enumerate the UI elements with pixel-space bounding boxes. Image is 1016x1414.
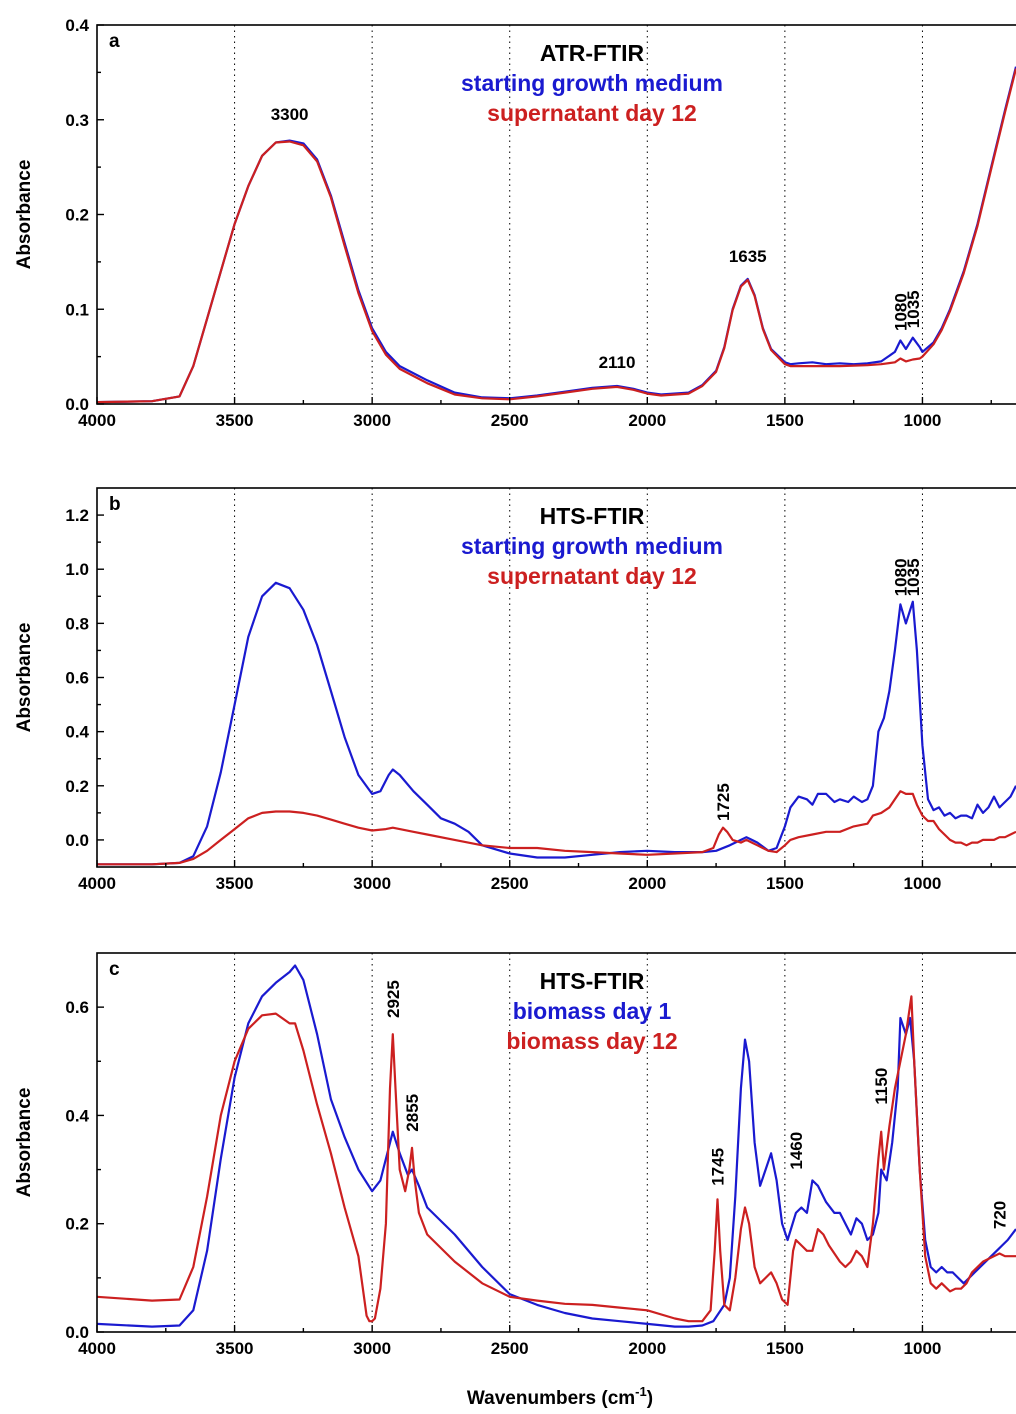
series-line-blue: [97, 964, 1016, 1328]
legend-title: ATR-FTIR: [540, 40, 645, 66]
legend-entry-blue: starting growth medium: [461, 533, 723, 559]
series-line-red: [97, 68, 1016, 404]
y-tick-label: 0.0: [65, 831, 89, 850]
x-tick-label: 2000: [628, 1339, 666, 1358]
x-tick-label: 3000: [353, 1339, 391, 1358]
y-axis-title: Absorbance: [14, 623, 35, 733]
peak-label-2925: 2925: [384, 980, 403, 1018]
x-tick-label: 1000: [904, 411, 942, 430]
x-tick-label: 1500: [766, 1339, 804, 1358]
y-tick-label: 0.1: [65, 300, 89, 319]
x-tick-label: 2500: [491, 874, 529, 893]
series-group: [97, 581, 1016, 866]
x-tick-label: 4000: [78, 411, 116, 430]
y-tick-label: 0.0: [65, 395, 89, 414]
y-tick-label: 0.4: [65, 16, 89, 35]
panels-group: 4000 3500 3000 2500 2000 1500 1000 0.0 0.1 0.2 0.3…: [14, 16, 1016, 1358]
series-line-red: [97, 995, 1016, 1323]
x-tick-label: 2000: [628, 874, 666, 893]
x-tick-label: 4000: [78, 874, 116, 893]
peak-label-1460: 1460: [787, 1132, 806, 1170]
legend-entry-red: supernatant day 12: [487, 100, 697, 126]
panel-c: 4000 3500 3000 2500 2000 1500 1000 0.0 0.2 0.4 0.6…: [14, 952, 1016, 1358]
peak-label-2110: 2110: [599, 353, 636, 372]
legend-title: HTS-FTIR: [540, 503, 645, 529]
y-tick-label: 1.0: [65, 560, 89, 579]
series-line-red: [97, 790, 1016, 866]
peak-label-1745: 1745: [709, 1148, 728, 1186]
x-tick-label: 3000: [353, 411, 391, 430]
legend-entry-red: supernatant day 12: [487, 563, 697, 589]
x-tick-label: 4000: [78, 1339, 116, 1358]
y-tick-label: 0.8: [65, 614, 89, 633]
y-tick-label: 0.0: [65, 1323, 89, 1342]
peak-label-2855: 2855: [403, 1094, 422, 1132]
peak-label-1725: 1725: [714, 783, 733, 821]
peak-label-1635: 1635: [729, 247, 767, 266]
series-line-blue: [97, 581, 1016, 866]
panel-b: 4000 3500 3000 2500 2000 1500 1000 0.0 0.2 0.4 0.6…: [14, 487, 1016, 893]
legend-entry-blue: starting growth medium: [461, 70, 723, 96]
x-tick-label: 1500: [766, 874, 804, 893]
series-group: [97, 964, 1016, 1328]
x-axis-title-superscript: -1: [635, 1384, 647, 1399]
x-tick-label: 3500: [216, 411, 254, 430]
peak-label-1035: 1035: [904, 290, 923, 328]
x-tick-label: 2500: [491, 1339, 529, 1358]
y-axis-title: Absorbance: [14, 1088, 35, 1198]
y-tick-label: 0.6: [65, 998, 89, 1017]
x-tick-label: 3500: [216, 1339, 254, 1358]
legend-title: HTS-FTIR: [540, 968, 645, 994]
y-tick-label: 0.2: [65, 777, 89, 796]
y-tick-label: 0.2: [65, 1215, 89, 1234]
x-tick-label: 2500: [491, 411, 529, 430]
x-tick-label: 2000: [628, 411, 666, 430]
peak-label-1150: 1150: [872, 1068, 891, 1105]
peak-label-3300: 3300: [271, 105, 309, 124]
y-tick-label: 1.2: [65, 506, 89, 525]
panel-a: 4000 3500 3000 2500 2000 1500 1000 0.0 0.1 0.2 0.3…: [14, 16, 1016, 430]
legend-entry-blue: biomass day 1: [513, 998, 672, 1024]
panel-letter: b: [109, 494, 121, 515]
x-tick-label: 3500: [216, 874, 254, 893]
peak-label-1035: 1035: [904, 558, 923, 596]
x-tick-label: 1000: [904, 874, 942, 893]
x-tick-label: 3000: [353, 874, 391, 893]
x-axis-title: Wavenumbers (cm-1): [467, 1384, 653, 1409]
peak-label-1080: 1080: [891, 293, 910, 331]
x-tick-label: 1000: [904, 1339, 942, 1358]
y-axis-title: Absorbance: [14, 160, 35, 270]
plot-frame: [96, 952, 1016, 1333]
series-group: [97, 66, 1016, 404]
y-tick-label: 0.4: [65, 723, 89, 742]
y-tick-label: 0.6: [65, 669, 89, 688]
peak-label-1080: 1080: [891, 558, 910, 596]
panel-letter: a: [109, 31, 120, 52]
y-tick-label: 0.3: [65, 111, 89, 130]
peak-label-720: 720: [991, 1201, 1010, 1229]
x-axis-title-end: ): [647, 1388, 653, 1409]
y-tick-label: 0.4: [65, 1106, 89, 1125]
y-tick-label: 0.2: [65, 206, 89, 225]
panel-letter: c: [109, 959, 120, 980]
legend-entry-red: biomass day 12: [506, 1028, 677, 1054]
x-axis-title-main: Wavenumbers (cm: [467, 1388, 635, 1409]
x-tick-label: 1500: [766, 411, 804, 430]
